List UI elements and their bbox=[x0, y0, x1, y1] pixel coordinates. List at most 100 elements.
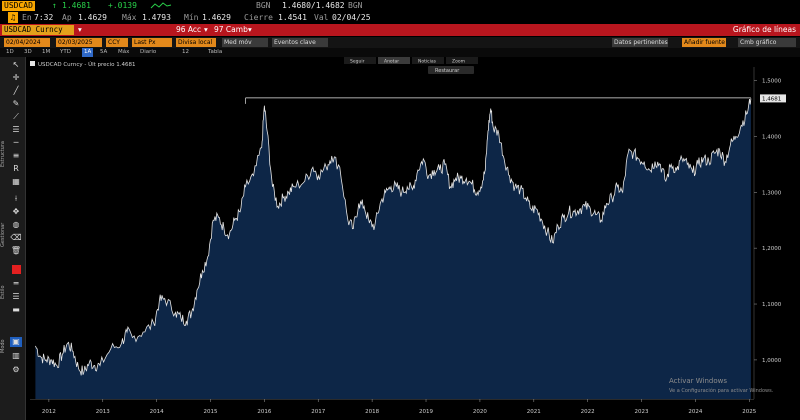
layout-icon[interactable]: ▥ bbox=[12, 351, 20, 360]
quote-stats-row: ♫ En 7:32 Ap 1.4629 Máx 1.4793 Mín 1.462… bbox=[0, 12, 800, 23]
sparkline-icon bbox=[150, 0, 172, 16]
area-fill bbox=[35, 98, 751, 400]
period-button-2[interactable]: 1M bbox=[42, 49, 51, 55]
change-menu[interactable]: 97 Camb bbox=[214, 25, 248, 34]
mode-icon[interactable]: ▣ bbox=[10, 337, 22, 347]
eraser-icon[interactable]: ⌫ bbox=[10, 233, 22, 242]
alert-icon[interactable]: ♫ bbox=[8, 12, 18, 23]
open-label: Ap bbox=[62, 13, 72, 22]
move-icon[interactable]: ✥ bbox=[12, 207, 20, 216]
value-date-label: Val bbox=[314, 13, 329, 22]
y-axis: 1,0000 1,1000 1,2000 1,3000 1,4000 1,5000 1,46… bbox=[753, 67, 786, 399]
fibonacci-icon[interactable]: ≡ bbox=[12, 151, 20, 160]
last-arrow: ↑ bbox=[52, 1, 57, 10]
security-bar: USDCAD Curncy ▾ 96 Acc ▾ 97 Camb ▾ Gráfi… bbox=[0, 24, 800, 36]
text-tool-icon[interactable]: R bbox=[13, 164, 19, 173]
y-tick-0: 1,0000 bbox=[762, 358, 782, 364]
chart-tool-label-1: Anotar bbox=[384, 59, 399, 65]
moving-average-button[interactable]: Med móv bbox=[222, 38, 268, 47]
line-weight-icon[interactable]: ☰ bbox=[12, 292, 20, 301]
period-button-5[interactable]: 5A bbox=[100, 49, 108, 55]
magnet-icon[interactable]: ◍ bbox=[12, 220, 20, 229]
actions-menu-arrow-icon[interactable]: ▾ bbox=[204, 25, 208, 34]
x-tick-7: 2019 bbox=[419, 409, 433, 415]
x-tick-8: 2020 bbox=[473, 409, 487, 415]
chart-tool-label-2: Noticias bbox=[418, 59, 437, 65]
source-label-2: BGN bbox=[348, 1, 363, 10]
color-swatch-icon[interactable] bbox=[10, 265, 22, 275]
pen-icon[interactable]: ✎ bbox=[12, 99, 20, 108]
x-tick-9: 2021 bbox=[527, 409, 541, 415]
x-tick-12: 2024 bbox=[688, 409, 702, 415]
x-axis: 2012 2013 2014 2015 2016 2017 2018 2019 2020 2021… bbox=[30, 399, 757, 415]
chart-tool-label-0: Seguir bbox=[350, 59, 365, 65]
horizontal-line-icon[interactable]: ─ bbox=[13, 138, 19, 147]
period-button-1[interactable]: 3D bbox=[24, 49, 32, 55]
x-tick-0: 2012 bbox=[42, 409, 56, 415]
actions-menu[interactable]: 96 Acc bbox=[176, 25, 202, 34]
chart-tool-3[interactable]: Zoom bbox=[446, 57, 478, 65]
close-value: 1.4541 bbox=[278, 13, 307, 22]
chart-tool-0[interactable]: Seguir bbox=[344, 57, 376, 65]
line-style-icon[interactable]: ═ bbox=[13, 279, 19, 288]
period-button-3[interactable]: YTD bbox=[60, 49, 71, 55]
bid-ask: 1.4680/1.4682 bbox=[282, 1, 345, 10]
series-line bbox=[35, 98, 752, 376]
shapes-icon[interactable]: ▦ bbox=[12, 177, 20, 186]
field-selector[interactable]: Last Px bbox=[132, 38, 172, 47]
x-tick-13: 2025 bbox=[742, 409, 756, 415]
toolbar-section-structure: Estructura bbox=[0, 141, 6, 167]
toolbar-section-mode: Modo bbox=[0, 339, 6, 353]
x-tick-1: 2013 bbox=[96, 409, 110, 415]
fill-icon[interactable]: ▬ bbox=[12, 305, 20, 314]
restore-button[interactable]: Restaurar bbox=[428, 66, 474, 74]
security-input[interactable]: USDCAD Curncy bbox=[2, 25, 74, 35]
time-value: 7:32 bbox=[34, 13, 54, 22]
period-button-6[interactable]: Máx bbox=[118, 49, 130, 55]
x-tick-11: 2023 bbox=[635, 409, 649, 415]
toolbar-section-style: Estilo bbox=[0, 285, 6, 299]
local-currency-toggle[interactable]: Divisa local bbox=[176, 38, 216, 47]
trend-line-icon[interactable]: ⟋ bbox=[13, 112, 19, 121]
y-tick-3: 1,3000 bbox=[762, 190, 782, 196]
cursor-icon[interactable]: ↖ bbox=[12, 60, 20, 69]
change-menu-arrow-icon[interactable]: ▾ bbox=[248, 25, 252, 34]
period-button-4[interactable]: 1A bbox=[82, 48, 94, 57]
high-label: Máx bbox=[122, 13, 137, 22]
x-tick-2: 2014 bbox=[150, 409, 164, 415]
start-date-field[interactable]: 02/04/2024 bbox=[4, 38, 50, 47]
period-button-9[interactable]: 12 bbox=[182, 49, 189, 55]
chart-tool-1[interactable]: Anotar bbox=[378, 57, 410, 65]
x-tick-10: 2022 bbox=[581, 409, 595, 415]
dropdown-arrow-icon[interactable]: ▾ bbox=[78, 25, 82, 34]
period-button-11[interactable]: Tabla bbox=[208, 49, 223, 55]
y-tick-5: 1,5000 bbox=[762, 79, 782, 85]
channel-icon[interactable]: ☰ bbox=[12, 125, 20, 134]
key-events-button[interactable]: Eventos clave bbox=[272, 38, 328, 47]
line-tool-icon[interactable]: ╱ bbox=[13, 86, 19, 95]
chart-tool-2[interactable]: Noticias bbox=[412, 57, 444, 65]
relevant-data-menu[interactable]: Datos pertinentes bbox=[612, 38, 668, 47]
trash-icon[interactable]: 🗑 bbox=[10, 246, 22, 255]
ticker-badge[interactable]: USDCAD bbox=[2, 1, 35, 11]
measure-icon[interactable]: ⟊ bbox=[14, 194, 18, 203]
chart-type-title: Gráfico de líneas bbox=[732, 25, 796, 34]
add-source-button[interactable]: Añadir fuente bbox=[682, 38, 726, 47]
last-price-tag bbox=[760, 94, 786, 103]
currency-field[interactable]: CCY bbox=[106, 38, 128, 47]
last-price: 1.4681 bbox=[62, 1, 91, 10]
period-button-0[interactable]: 1D bbox=[6, 49, 14, 55]
price-chart[interactable]: Seguir Anotar Noticias Zoom USDCAD Curncy -… bbox=[26, 57, 800, 420]
period-selector: 1D 3D 1M YTD 1A 5A Máx Diario 12 Tabla bbox=[0, 48, 800, 57]
x-tick-4: 2016 bbox=[257, 409, 271, 415]
chart-tool-label-3: Zoom bbox=[452, 59, 465, 65]
y-tick-2: 1,2000 bbox=[762, 246, 782, 252]
restore-label: Restaurar bbox=[435, 68, 460, 74]
chart-change-button[interactable]: Cmb gráfico bbox=[738, 38, 796, 47]
period-button-7[interactable]: Diario bbox=[140, 49, 157, 55]
crosshair-icon[interactable]: ✛ bbox=[12, 73, 20, 82]
settings-gear-icon[interactable]: ⚙ bbox=[12, 365, 20, 374]
end-date-field[interactable]: 02/03/2025 bbox=[56, 38, 102, 47]
os-watermark: Activar Windows Ve a Configuración para … bbox=[669, 377, 774, 394]
chart-controls: 02/04/2024 02/03/2025 CCY Last Px Divisa… bbox=[0, 37, 800, 48]
